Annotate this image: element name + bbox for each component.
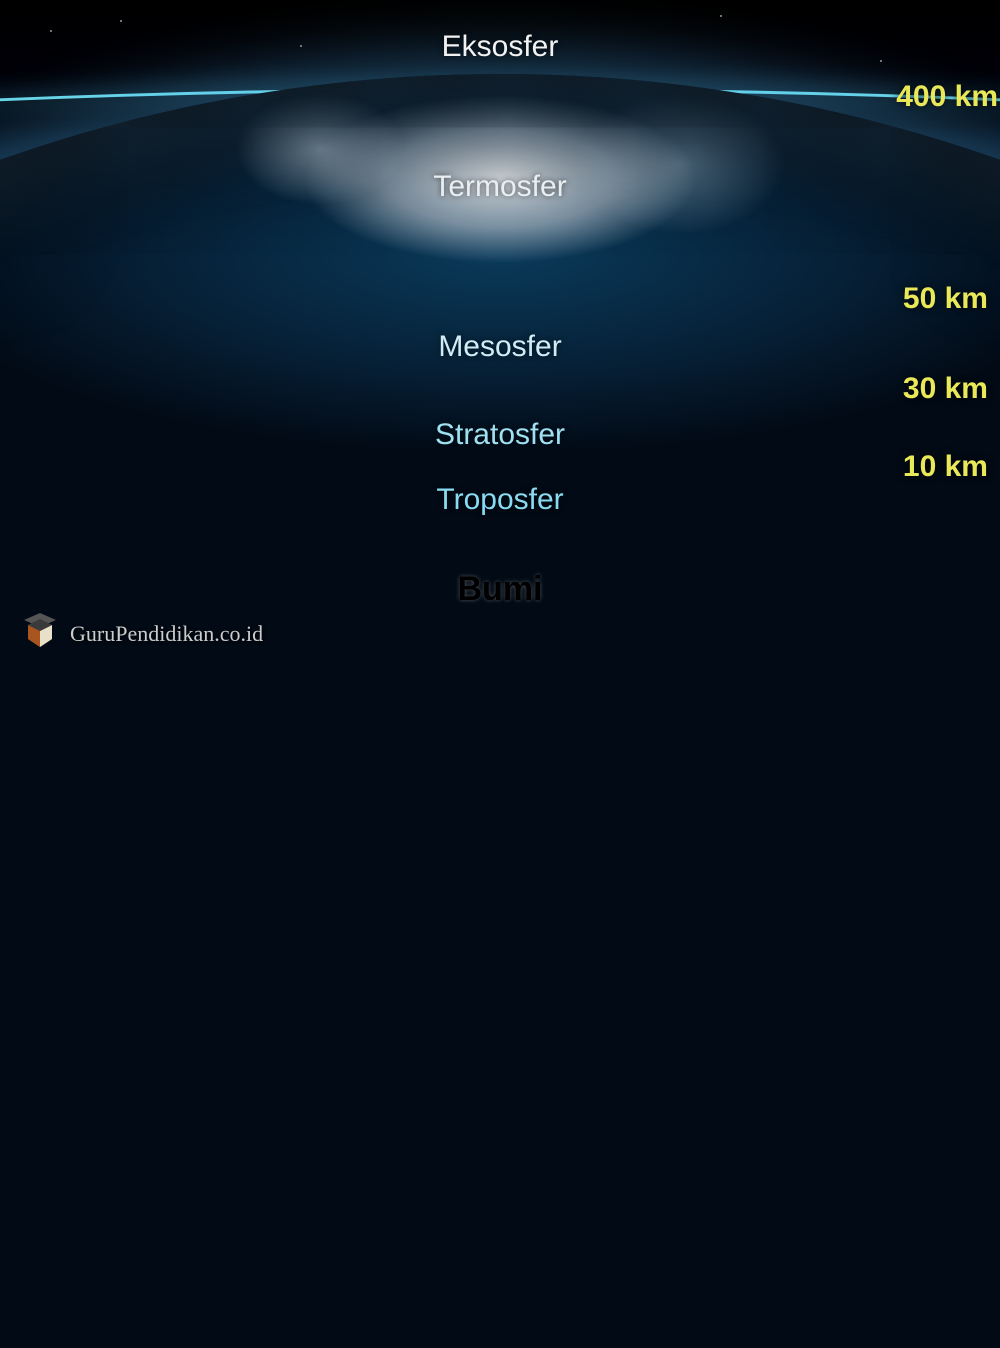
altitude-label: 50 km [903, 282, 988, 316]
altitude-label: 30 km [903, 372, 988, 406]
altitude-label: 10 km [903, 450, 988, 484]
layer-label: Eksosfer [442, 30, 559, 64]
watermark: GuruPendidikan.co.id [20, 611, 263, 656]
graduation-cap-icon [20, 611, 60, 656]
layer-label: Mesosfer [438, 330, 561, 364]
watermark-text: GuruPendidikan.co.id [70, 621, 263, 647]
layer-label: Termosfer [433, 170, 566, 204]
layer-label: Stratosfer [435, 418, 565, 452]
layer-label: Troposfer [436, 483, 563, 517]
altitude-label: 400 km [896, 80, 998, 114]
earth-label: Bumi [458, 570, 543, 609]
earth-surface [0, 74, 1000, 1348]
